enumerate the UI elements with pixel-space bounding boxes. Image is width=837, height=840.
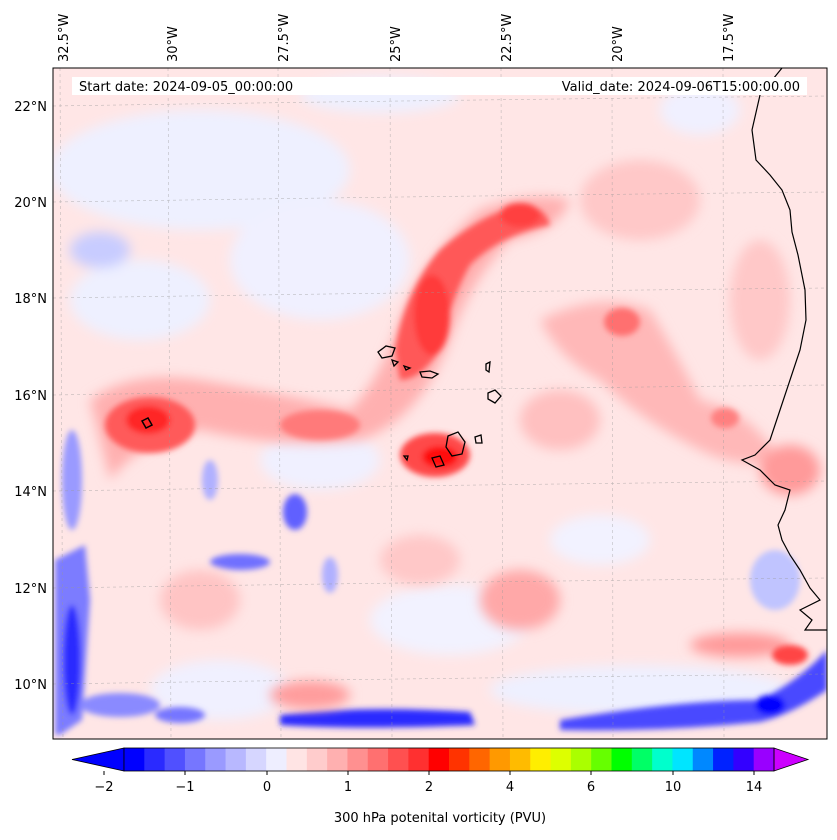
colorbar-segment <box>753 748 775 771</box>
colorbar-tick-label: 4 <box>506 780 514 795</box>
lat-label: 18°N <box>14 292 47 307</box>
colorbar-segment <box>611 748 633 771</box>
negative-pv-areas <box>53 77 790 720</box>
lat-label: 10°N <box>14 678 47 693</box>
colorbar-segment <box>327 748 348 771</box>
colorbar-segment <box>205 748 227 771</box>
lon-label: 17.5°W <box>722 14 737 62</box>
colorbar-segment <box>286 748 308 771</box>
lat-label: 14°N <box>14 485 47 500</box>
colorbar-segment <box>550 748 572 771</box>
colorbar-label: 300 hPa potenital vorticity (PVU) <box>334 811 546 826</box>
lon-label: 30°W <box>166 26 181 62</box>
colorbar-segment <box>469 748 491 771</box>
colorbar-segment <box>489 748 511 771</box>
lon-label: 20°W <box>611 26 626 62</box>
colorbar-segment <box>367 748 389 771</box>
colorbar-segment <box>672 748 694 771</box>
valid-date-text: Valid_date: 2024-09-06T15:00:00.00 <box>562 80 800 95</box>
lon-label: 22.5°W <box>500 14 515 62</box>
colorbar-segment <box>631 748 653 771</box>
colorbar-tick-label: 14 <box>746 780 763 795</box>
latitude-labels: 22°N 20°N 18°N 16°N 14°N 12°N 10°N <box>14 100 47 693</box>
lon-label: 27.5°W <box>277 14 292 62</box>
colorbar-segment <box>408 748 430 771</box>
colorbar-tick-label: 6 <box>587 780 595 795</box>
pv-field <box>53 68 827 739</box>
strong-positive-pv <box>105 203 808 665</box>
lat-label: 16°N <box>14 389 47 404</box>
map-border <box>52 67 828 740</box>
gridlines <box>53 68 827 739</box>
colorbar-extend-low <box>71 747 125 772</box>
colorbar-tick-label: 0 <box>263 780 271 795</box>
colorbar-segment <box>530 748 552 771</box>
colorbar-segment <box>306 748 328 771</box>
lat-label: 12°N <box>14 582 47 597</box>
colorbar <box>71 747 810 772</box>
colorbar-segment <box>184 748 206 771</box>
lon-label: 32.5°W <box>57 14 72 62</box>
strong-negative-pv <box>55 430 827 735</box>
colorbar-segment <box>266 748 287 771</box>
colorbar-segment <box>733 748 755 771</box>
colorbar-segment <box>144 748 166 771</box>
colorbar-tick-label: 10 <box>665 780 682 795</box>
colorbar-segment <box>713 748 734 771</box>
colorbar-tick-label: −1 <box>175 780 194 795</box>
colorbar-segment <box>428 748 450 771</box>
cape-verde-islands <box>140 345 502 468</box>
colorbar-tick-label: −2 <box>94 780 113 795</box>
lat-label: 22°N <box>14 100 47 115</box>
colorbar-segment <box>245 748 267 771</box>
colorbar-tick-label: 2 <box>425 780 433 795</box>
colorbar-extend-high <box>773 747 810 772</box>
africa-coastline <box>740 68 827 631</box>
colorbar-segment <box>591 748 612 771</box>
colorbar-segment <box>347 748 369 771</box>
colorbar-ticks: −2 −1 0 1 2 4 6 10 14 <box>94 771 762 795</box>
colorbar-segment <box>225 748 247 771</box>
start-date-text: Start date: 2024-09-05_00:00:00 <box>79 80 293 95</box>
colorbar-segment <box>652 748 673 771</box>
colorbar-segment <box>692 748 714 771</box>
lon-label: 25°W <box>389 26 404 62</box>
colorbar-segment <box>124 748 145 771</box>
colorbar-segment <box>449 748 470 771</box>
header-strip <box>72 77 807 95</box>
colorbar-frame <box>123 747 775 772</box>
colorbar-tick-label: 1 <box>344 780 352 795</box>
lat-label: 20°N <box>14 196 47 211</box>
colorbar-segment <box>509 748 531 771</box>
colorbar-segment <box>388 748 409 771</box>
colorbar-segment <box>164 748 186 771</box>
longitude-labels: 32.5°W 30°W 27.5°W 25°W 22.5°W 20°W 17.5… <box>57 14 737 62</box>
colorbar-segment <box>570 748 592 771</box>
